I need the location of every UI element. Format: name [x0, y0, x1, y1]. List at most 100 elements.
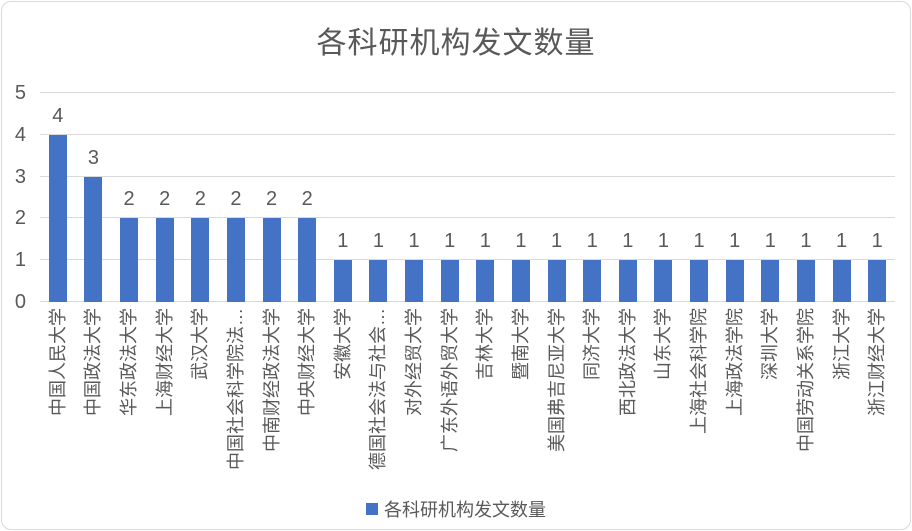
- bar[interactable]: [761, 260, 780, 302]
- x-tick: 暨南大学: [503, 308, 539, 478]
- x-tick-label: 山东大学: [653, 308, 674, 380]
- bar[interactable]: [654, 260, 673, 302]
- bar-value-label: 2: [230, 188, 242, 211]
- bar[interactable]: [796, 260, 815, 302]
- x-tick-label: 上海政法学院: [724, 308, 745, 416]
- bar[interactable]: [333, 260, 352, 302]
- bar[interactable]: [690, 260, 709, 302]
- x-tick-label: 浙江财经大学: [867, 308, 888, 416]
- bar[interactable]: [226, 218, 245, 302]
- y-tick-label: 2: [14, 207, 26, 230]
- x-tick-label: 中央财经大学: [297, 308, 318, 416]
- chart-title: 各科研机构发文数量: [316, 27, 596, 60]
- bar-column: 1: [788, 93, 824, 302]
- bar-value-label: 1: [586, 230, 598, 253]
- bar-column: 1: [824, 93, 860, 302]
- bar[interactable]: [298, 218, 317, 302]
- bar-value-label: 1: [693, 230, 705, 253]
- bar[interactable]: [868, 260, 887, 302]
- bar-column: 1: [646, 93, 682, 302]
- bar-column: 2: [254, 93, 290, 302]
- gridline: [40, 217, 895, 219]
- bar-column: 3: [76, 93, 112, 302]
- bar-value-label: 1: [871, 230, 883, 253]
- plot-area: [40, 92, 895, 302]
- bar[interactable]: [583, 260, 602, 302]
- bar-column: 1: [396, 93, 432, 302]
- x-tick: 浙江财经大学: [859, 308, 895, 478]
- bar-column: 1: [361, 93, 397, 302]
- bar-value-label: 1: [515, 230, 527, 253]
- bar[interactable]: [405, 260, 424, 302]
- x-tick: 深圳大学: [753, 308, 789, 478]
- x-tick: 中央财经大学: [289, 308, 325, 478]
- bar-column: 1: [610, 93, 646, 302]
- x-tick-label: 中国人民大学: [47, 308, 68, 416]
- bar-value-label: 1: [372, 230, 384, 253]
- bar-column: 2: [147, 93, 183, 302]
- bar-value-label: 1: [408, 230, 420, 253]
- x-tick-label: 上海社会科学院: [689, 308, 710, 434]
- x-tick: 中国人民大学: [40, 308, 76, 478]
- bar[interactable]: [155, 218, 174, 302]
- bar-column: 1: [468, 93, 504, 302]
- x-tick: 上海财经大学: [147, 308, 183, 478]
- bar-value-label: 1: [622, 230, 634, 253]
- bar-value-label: 1: [444, 230, 456, 253]
- legend[interactable]: 各科研机构发文数量: [2, 496, 910, 522]
- y-tick-label: 4: [14, 123, 26, 146]
- bar-value-label: 4: [52, 104, 64, 127]
- bar-value-label: 2: [266, 188, 278, 211]
- gridline: [40, 259, 895, 261]
- x-tick: 安徽大学: [325, 308, 361, 478]
- bar-column: 2: [111, 93, 147, 302]
- legend-marker-icon: [366, 503, 378, 515]
- x-tick: 美国弗吉尼亚大学: [539, 308, 575, 478]
- bar[interactable]: [832, 260, 851, 302]
- bar-value-label: 2: [123, 188, 135, 211]
- bar-column: 1: [574, 93, 610, 302]
- x-axis-line: [40, 301, 895, 302]
- y-tick-label: 1: [14, 249, 26, 272]
- bar-column: 1: [717, 93, 753, 302]
- x-tick-label: 中南财经政法大学: [261, 308, 282, 452]
- x-axis-labels: 中国人民大学 中国政法大学 华东政法大学 上海财经大学 武汉大学 中国社会科学院法… 中南财…: [40, 308, 895, 478]
- bar-column: 1: [539, 93, 575, 302]
- bar[interactable]: [120, 218, 139, 302]
- legend-label: 各科研机构发文数量: [384, 500, 546, 520]
- bar[interactable]: [476, 260, 495, 302]
- x-tick: 上海社会科学院: [681, 308, 717, 478]
- bar[interactable]: [547, 260, 566, 302]
- bar[interactable]: [725, 260, 744, 302]
- bar[interactable]: [511, 260, 530, 302]
- bar-column: 1: [859, 93, 895, 302]
- bar[interactable]: [369, 260, 388, 302]
- bar[interactable]: [191, 218, 210, 302]
- bar-value-label: 1: [729, 230, 741, 253]
- x-tick-label: 暨南大学: [510, 308, 531, 380]
- x-tick: 中国社会科学院法…: [218, 308, 254, 478]
- bar[interactable]: [262, 218, 281, 302]
- bar-value-label: 1: [836, 230, 848, 253]
- x-tick: 西北政法大学: [610, 308, 646, 478]
- bar-value-label: 1: [764, 230, 776, 253]
- bar[interactable]: [84, 176, 103, 302]
- x-tick: 上海政法学院: [717, 308, 753, 478]
- x-tick: 吉林大学: [468, 308, 504, 478]
- bar-value-label: 1: [657, 230, 669, 253]
- y-tick-label: 0: [14, 291, 26, 313]
- gridline: [40, 133, 895, 135]
- bar-value-label: 3: [87, 146, 99, 169]
- x-tick-label: 美国弗吉尼亚大学: [546, 308, 567, 452]
- bar[interactable]: [440, 260, 459, 302]
- bar[interactable]: [618, 260, 637, 302]
- x-tick-label: 中国劳动关系学院: [795, 308, 816, 452]
- bar-column: 1: [432, 93, 468, 302]
- x-tick-label: 中国社会科学院法…: [225, 308, 246, 470]
- bar[interactable]: [48, 134, 67, 302]
- x-tick-label: 武汉大学: [190, 308, 211, 380]
- x-tick: 武汉大学: [183, 308, 219, 478]
- x-tick: 华东政法大学: [111, 308, 147, 478]
